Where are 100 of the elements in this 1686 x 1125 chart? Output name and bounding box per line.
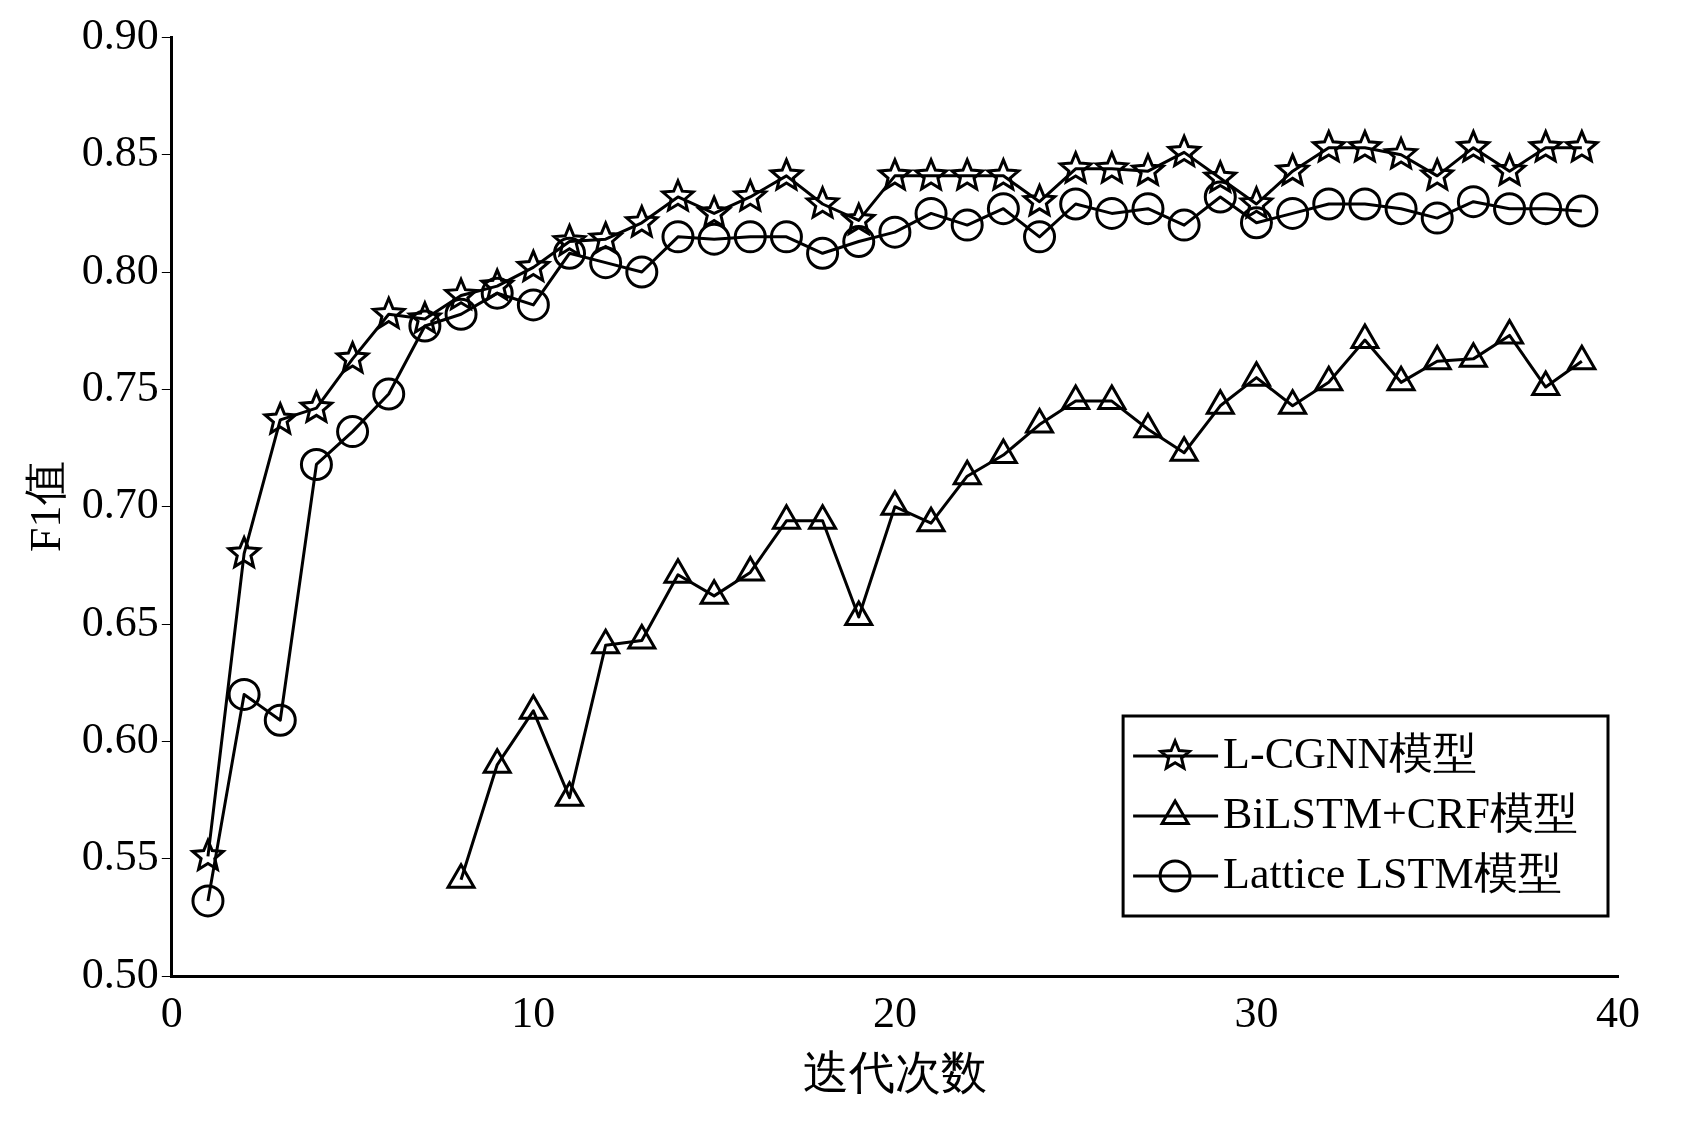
point bbox=[625, 255, 659, 289]
point bbox=[1095, 196, 1129, 230]
point bbox=[1023, 220, 1057, 254]
x-tick-label: 0 bbox=[160, 987, 183, 1037]
point bbox=[1273, 151, 1312, 188]
x-tick-label: 20 bbox=[872, 987, 917, 1037]
point bbox=[842, 225, 876, 259]
point bbox=[1490, 151, 1529, 188]
point bbox=[589, 246, 623, 280]
point bbox=[1422, 344, 1452, 371]
point bbox=[808, 504, 838, 530]
point bbox=[1201, 158, 1239, 195]
point bbox=[950, 208, 984, 242]
point bbox=[1241, 361, 1271, 387]
point bbox=[731, 177, 769, 213]
point bbox=[1456, 185, 1490, 219]
legend-label: Lattice LSTM模型 bbox=[1223, 848, 1562, 898]
point bbox=[446, 863, 476, 889]
point bbox=[591, 628, 621, 655]
point bbox=[516, 288, 550, 322]
point bbox=[1165, 132, 1203, 169]
point bbox=[844, 600, 874, 626]
point bbox=[1129, 151, 1167, 188]
point bbox=[1097, 384, 1127, 411]
point bbox=[1237, 184, 1276, 220]
point bbox=[988, 438, 1018, 465]
point bbox=[699, 579, 729, 605]
point bbox=[1203, 180, 1237, 214]
point bbox=[733, 220, 767, 254]
point bbox=[771, 504, 801, 530]
point bbox=[1239, 206, 1273, 240]
point bbox=[1314, 365, 1344, 392]
point bbox=[803, 184, 842, 220]
point bbox=[916, 506, 946, 533]
y-tick-label: 0.70 bbox=[81, 479, 159, 529]
point bbox=[627, 623, 657, 650]
point bbox=[1384, 192, 1418, 226]
x-tick-label: 40 bbox=[1596, 987, 1640, 1037]
point bbox=[914, 196, 948, 230]
point bbox=[1565, 194, 1599, 228]
point bbox=[1133, 412, 1163, 439]
y-tick-label: 0.50 bbox=[81, 948, 159, 998]
point bbox=[408, 309, 442, 343]
point bbox=[806, 236, 840, 270]
legend-label: L-CGNN模型 bbox=[1223, 728, 1478, 778]
point bbox=[880, 490, 910, 516]
point bbox=[482, 748, 512, 774]
y-tick-label: 0.80 bbox=[81, 244, 159, 294]
point bbox=[478, 266, 516, 302]
point bbox=[984, 156, 1023, 192]
point bbox=[1025, 408, 1055, 434]
point bbox=[261, 400, 298, 436]
y-tick-label: 0.55 bbox=[81, 831, 159, 881]
legend-label: BiLSTM+CRF模型 bbox=[1223, 788, 1579, 838]
point bbox=[697, 222, 731, 256]
point bbox=[1529, 192, 1563, 226]
point bbox=[550, 222, 589, 258]
x-axis-title: 迭代次数 bbox=[802, 1047, 987, 1099]
point bbox=[1061, 384, 1091, 411]
point bbox=[480, 276, 514, 310]
point bbox=[1348, 187, 1382, 221]
point bbox=[1312, 187, 1346, 221]
point bbox=[1531, 370, 1561, 397]
y-tick-label: 0.85 bbox=[81, 127, 159, 177]
point bbox=[1310, 128, 1348, 164]
point bbox=[952, 459, 982, 486]
point bbox=[1057, 149, 1095, 185]
y-tick-label: 0.90 bbox=[81, 9, 159, 59]
point bbox=[1418, 156, 1456, 192]
point bbox=[1527, 128, 1565, 164]
x-tick-label: 10 bbox=[511, 987, 556, 1037]
point bbox=[1420, 201, 1454, 235]
point bbox=[1167, 208, 1201, 242]
y-tick-label: 0.60 bbox=[81, 713, 159, 763]
point bbox=[1386, 365, 1416, 392]
point bbox=[297, 388, 336, 425]
point bbox=[661, 220, 695, 254]
point bbox=[1350, 323, 1380, 350]
point bbox=[986, 192, 1020, 226]
point bbox=[1059, 187, 1093, 221]
y-axis-title: F1值 bbox=[20, 461, 70, 552]
point bbox=[1495, 318, 1525, 345]
point bbox=[1454, 128, 1493, 164]
point bbox=[1205, 389, 1235, 415]
point bbox=[514, 247, 553, 284]
point bbox=[663, 558, 693, 584]
point bbox=[1493, 192, 1527, 226]
point bbox=[555, 781, 584, 807]
point bbox=[333, 339, 372, 375]
y-tick-label: 0.65 bbox=[81, 596, 159, 646]
point bbox=[878, 215, 912, 249]
point bbox=[1276, 196, 1310, 230]
point bbox=[840, 200, 878, 237]
point bbox=[444, 297, 478, 331]
point bbox=[1169, 436, 1199, 462]
point bbox=[587, 219, 625, 256]
point bbox=[695, 193, 733, 228]
point bbox=[1131, 192, 1165, 226]
y-tick-label: 0.75 bbox=[81, 361, 159, 411]
point bbox=[1278, 389, 1308, 415]
